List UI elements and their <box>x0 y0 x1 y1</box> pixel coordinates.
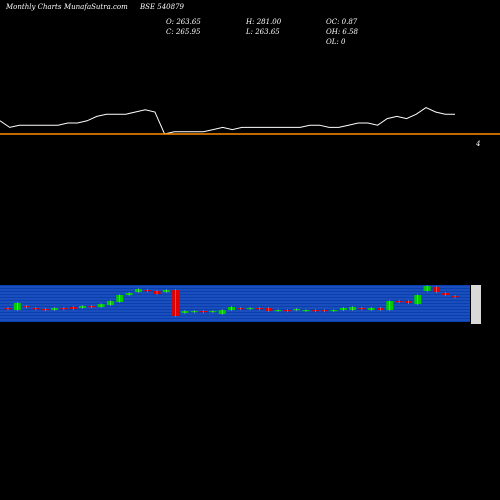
chart-period-label: Monthly Charts <box>6 3 62 11</box>
volume-band <box>0 285 470 322</box>
price-axis-label: 4 <box>475 140 480 148</box>
close-value: C: 265.95 <box>166 28 201 36</box>
high-value: H: 281.00 <box>246 18 282 26</box>
symbol-label: BSE 540879 <box>140 3 184 11</box>
ol-value: OL: 0 <box>326 38 346 46</box>
low-value: L: 263.65 <box>246 28 280 36</box>
source-label: MunafaSutra.com <box>64 3 128 11</box>
oc-value: OC: 0.87 <box>326 18 358 26</box>
oh-value: OH: 6.58 <box>326 28 359 36</box>
volume-scale-strip <box>471 285 481 324</box>
open-value: O: 263.65 <box>166 18 201 26</box>
price-line <box>0 107 455 135</box>
